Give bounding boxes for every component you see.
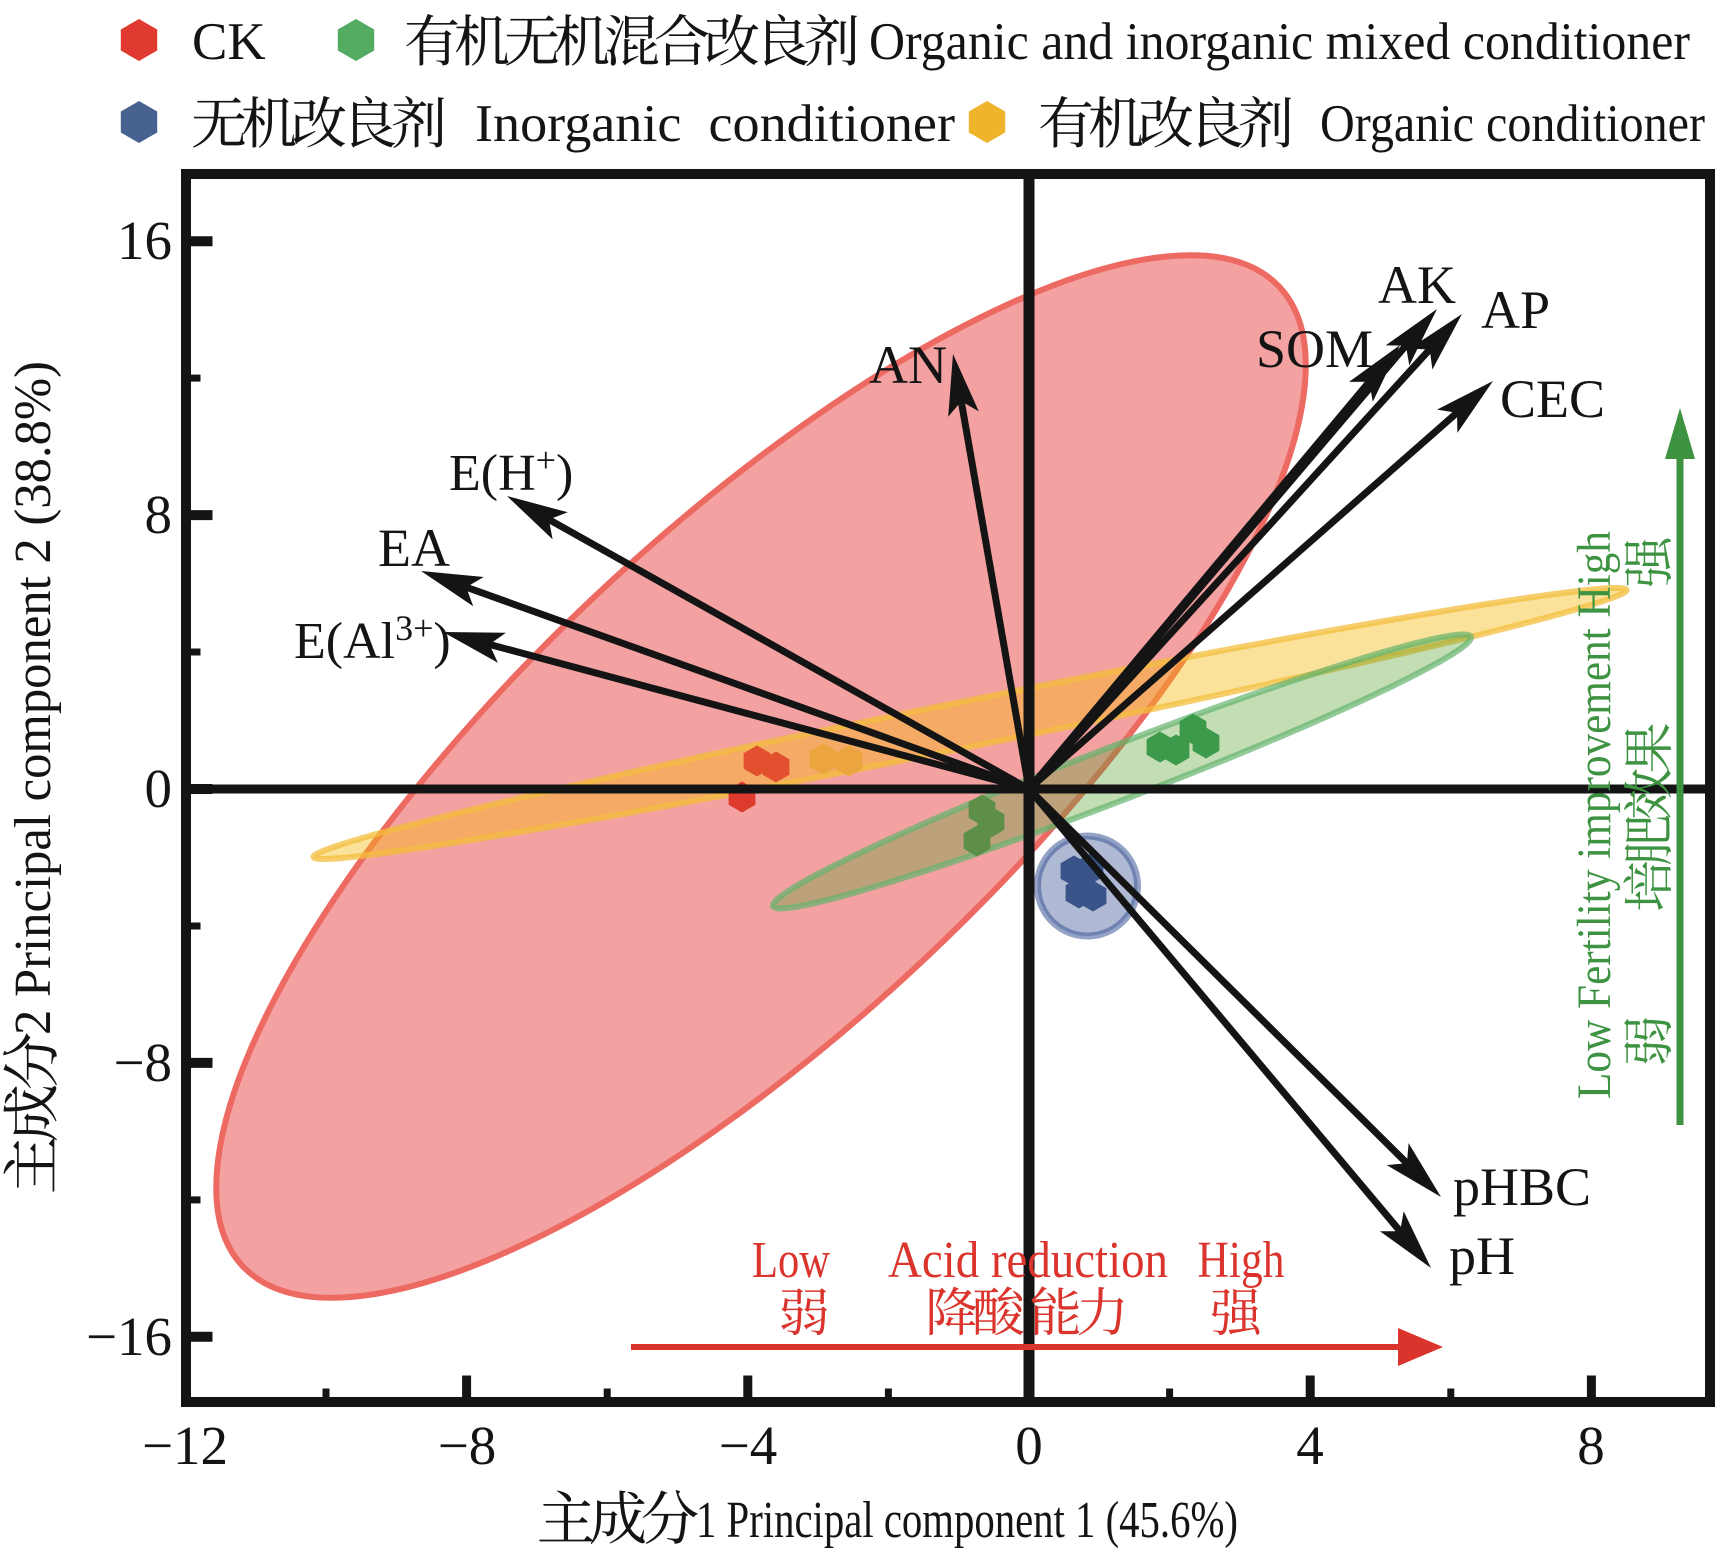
svg-text:Inorganic conditioner: Inorganic conditioner [475, 95, 955, 153]
svg-text:−12: −12 [142, 1415, 228, 1476]
svg-text:Organic conditioner: Organic conditioner [1320, 95, 1705, 153]
svg-text:−16: −16 [86, 1306, 172, 1367]
svg-text:0: 0 [1015, 1415, 1043, 1476]
svg-text:2 Principal component 2 (38.8%: 2 Principal component 2 (38.8%) [5, 361, 62, 1035]
svg-text:−8: −8 [438, 1415, 497, 1476]
svg-text:16: 16 [117, 210, 172, 271]
svg-text:−4: −4 [719, 1415, 778, 1476]
svg-text:Low Fertility improvement High: Low Fertility improvement High [1568, 531, 1621, 1099]
svg-text:8: 8 [145, 484, 173, 545]
svg-text:Acid reduction: Acid reduction [888, 1232, 1168, 1289]
svg-text:AP: AP [1481, 280, 1550, 340]
svg-text:E(Al3+): E(Al3+) [294, 608, 451, 670]
svg-text:High: High [1198, 1232, 1285, 1289]
svg-text:Organic and inorganic mixed co: Organic and inorganic mixed conditioner [869, 13, 1690, 71]
svg-text:CEC: CEC [1500, 369, 1605, 429]
svg-text:EA: EA [378, 518, 450, 578]
svg-text:AK: AK [1378, 255, 1456, 315]
svg-text:1 Principal component 1 (45.6%: 1 Principal component 1 (45.6%) [696, 1492, 1238, 1549]
svg-text:Low: Low [752, 1232, 830, 1289]
svg-text:0: 0 [145, 758, 173, 819]
svg-text:4: 4 [1296, 1415, 1324, 1476]
svg-text:8: 8 [1577, 1415, 1605, 1476]
svg-text:pH: pH [1449, 1226, 1515, 1286]
svg-text:−8: −8 [113, 1032, 172, 1093]
svg-text:CK: CK [192, 13, 266, 71]
svg-text:pHBC: pHBC [1453, 1157, 1591, 1217]
svg-text:SOM: SOM [1256, 319, 1373, 379]
svg-text:AN: AN [869, 335, 947, 395]
